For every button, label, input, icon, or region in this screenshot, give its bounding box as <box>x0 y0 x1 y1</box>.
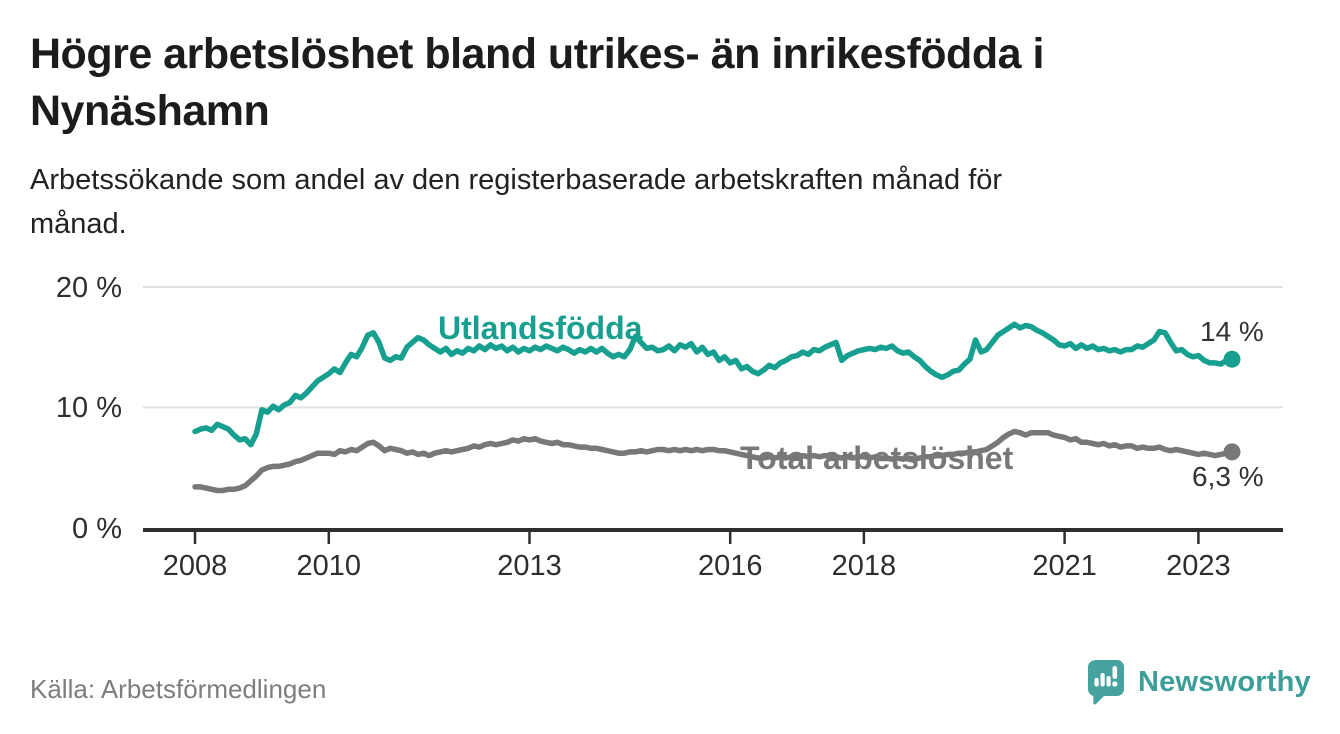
newsworthy-logo-icon <box>1088 660 1124 705</box>
series-line-foreign-born <box>192 321 1235 448</box>
chart-subtitle-line2: månad. <box>30 208 127 240</box>
y-label-0: 0 % <box>72 513 122 545</box>
x-label-2023: 2023 <box>1166 550 1231 582</box>
x-label-2016: 2016 <box>698 550 763 582</box>
x-label-2021: 2021 <box>1032 550 1097 582</box>
logo-bar-chart-glyph <box>1094 666 1118 687</box>
brand-name: Newsworthy <box>1138 665 1311 698</box>
x-label-2008: 2008 <box>163 550 228 582</box>
x-label-2010: 2010 <box>297 550 362 582</box>
chart-subtitle-line1: Arbetssökande som andel av den registerb… <box>30 164 1003 196</box>
end-value-label-total-unemployment: 6,3 % <box>1192 461 1264 492</box>
end-value-label-foreign-born: 14 % <box>1200 316 1264 347</box>
series-end-dot-foreign-born <box>1223 350 1241 368</box>
source-note: Källa: Arbetsförmedlingen <box>30 674 327 704</box>
y-axis-labels: 0 % 10 % 20 % <box>56 272 122 545</box>
y-label-20: 20 % <box>56 272 122 304</box>
x-label-2013: 2013 <box>497 550 562 582</box>
page-title-line2: Nynäshamn <box>30 87 270 135</box>
page-title-line1: Högre arbetslöshet bland utrikes- än inr… <box>30 30 1044 78</box>
page-title: Högre arbetslöshet bland utrikes- än inr… <box>30 26 1044 140</box>
y-label-10: 10 % <box>56 392 122 424</box>
x-label-2018: 2018 <box>832 550 897 582</box>
brand-logo: Newsworthy <box>1086 658 1311 706</box>
x-axis-labels: 2008 2010 2013 2016 2018 2021 2023 <box>163 550 1231 582</box>
x-axis-ticks <box>193 532 1200 544</box>
chart-subtitle: Arbetssökande som andel av den registerb… <box>30 158 1002 246</box>
line-chart: 0 % 10 % 20 % 2008 2010 2013 2016 2018 2… <box>56 272 1283 582</box>
series-end-dot-total-unemployment <box>1223 443 1241 461</box>
gridlines <box>143 286 1283 409</box>
series-label-foreign-born: Utlandsfödda <box>438 310 643 346</box>
series-line-total-unemployment <box>192 428 1235 494</box>
series-label-total-unemployment: Total arbetslöshet <box>740 440 1014 476</box>
